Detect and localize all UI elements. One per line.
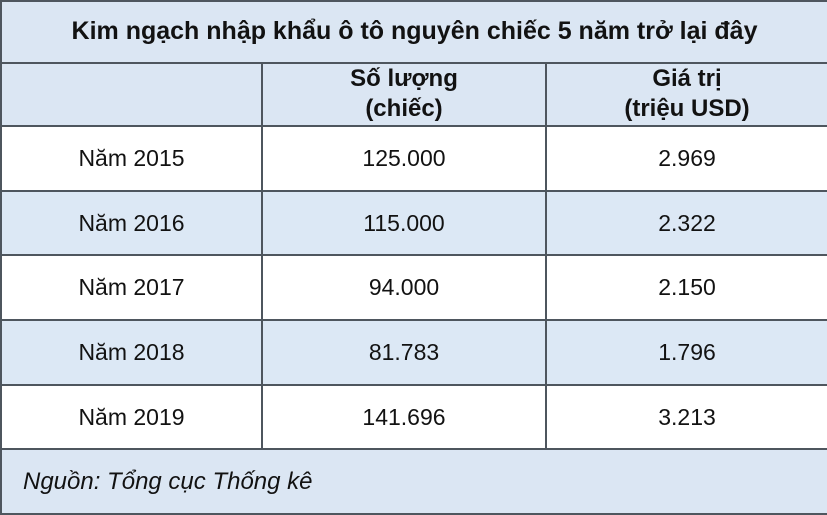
- value-cell: 2.150: [544, 254, 827, 322]
- column-header-unit: (chiếc): [365, 95, 443, 123]
- table-source-row: Nguồn: Tổng cục Thống kê: [0, 448, 827, 515]
- value-cell: 1.796: [544, 319, 827, 386]
- column-header-unit: (triệu USD): [624, 95, 750, 123]
- column-header-label: Giá trị: [652, 65, 722, 93]
- table-title: Kim ngạch nhập khẩu ô tô nguyên chiếc 5 …: [0, 0, 827, 64]
- column-header-quantity: Số lượng (chiếc): [261, 61, 547, 128]
- year-cell: Năm 2019: [0, 383, 263, 451]
- table-row: Năm 2016 115.000 2.322: [0, 189, 827, 257]
- value-cell: 3.213: [544, 383, 827, 451]
- table-row: Năm 2015 125.000 2.969: [0, 125, 827, 192]
- quantity-cell: 94.000: [261, 254, 547, 322]
- year-cell: Năm 2017: [0, 254, 263, 322]
- value-cell: 2.969: [544, 125, 827, 192]
- table-row: Năm 2017 94.000 2.150: [0, 254, 827, 322]
- table-header-row: Số lượng (chiếc) Giá trị (triệu USD): [0, 61, 827, 128]
- table-row: Năm 2019 141.696 3.213: [0, 383, 827, 451]
- table-title-row: Kim ngạch nhập khẩu ô tô nguyên chiếc 5 …: [0, 0, 827, 64]
- year-cell: Năm 2015: [0, 125, 263, 192]
- column-header-year: [0, 61, 263, 128]
- quantity-cell: 81.783: [261, 319, 547, 386]
- column-header-value: Giá trị (triệu USD): [544, 61, 827, 128]
- source-note: Nguồn: Tổng cục Thống kê: [0, 448, 827, 515]
- quantity-cell: 115.000: [261, 189, 547, 257]
- value-cell: 2.322: [544, 189, 827, 257]
- quantity-cell: 125.000: [261, 125, 547, 192]
- table-row: Năm 2018 81.783 1.796: [0, 319, 827, 386]
- column-header-label: Số lượng: [350, 65, 458, 93]
- quantity-cell: 141.696: [261, 383, 547, 451]
- year-cell: Năm 2018: [0, 319, 263, 386]
- year-cell: Năm 2016: [0, 189, 263, 257]
